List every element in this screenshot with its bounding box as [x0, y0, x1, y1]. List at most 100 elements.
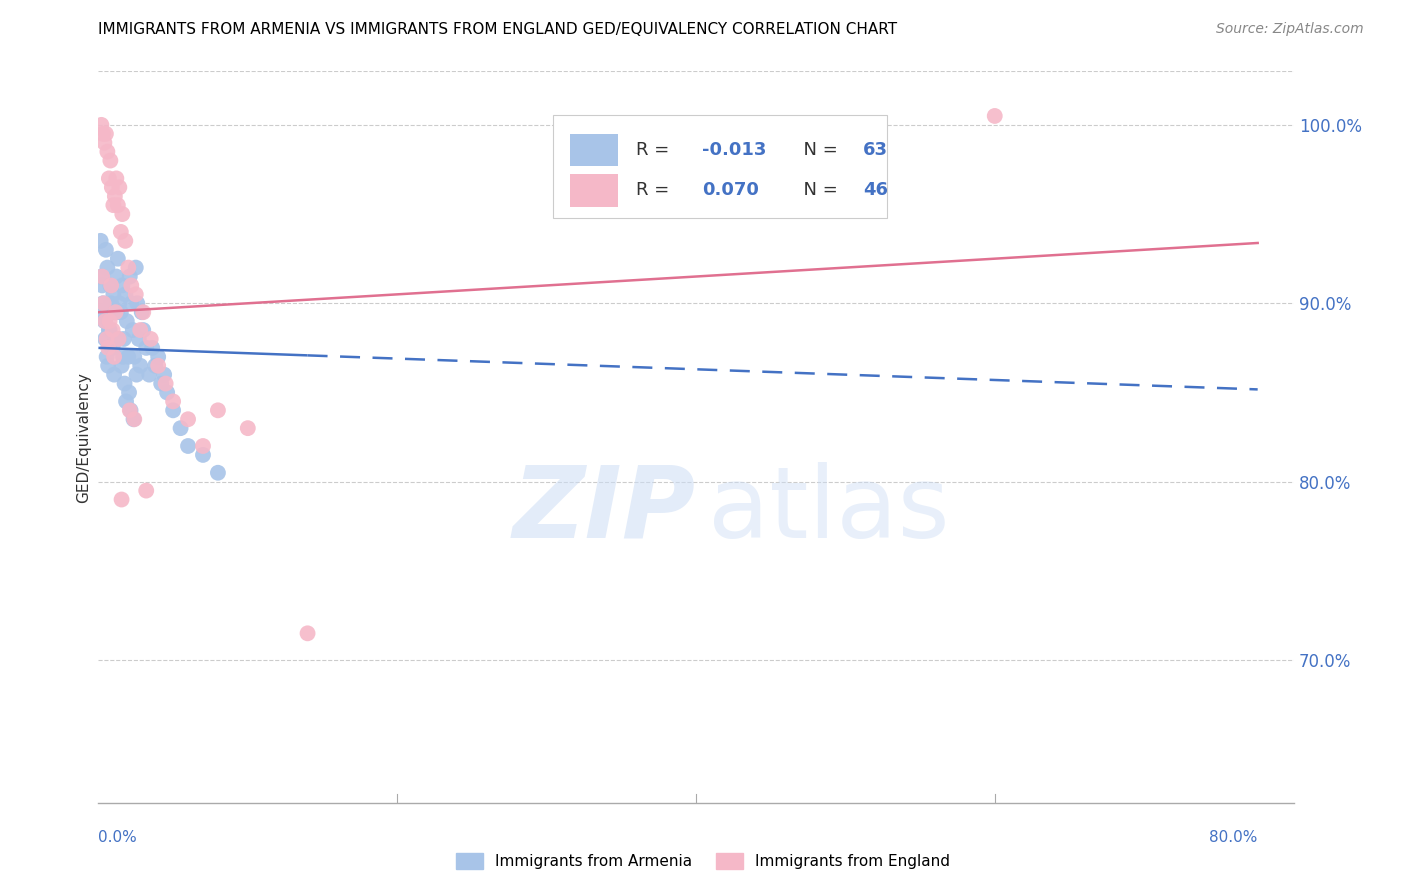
Point: [162, 394, 184, 409]
Point: [107, 332, 129, 346]
Point: [125, 287, 148, 301]
Point: [96, 260, 118, 275]
Point: [108, 296, 131, 310]
Text: 0.070: 0.070: [702, 181, 759, 199]
Point: [139, 332, 162, 346]
Point: [91, 296, 114, 310]
Point: [101, 341, 124, 355]
Point: [120, 296, 142, 310]
Text: 63: 63: [863, 141, 889, 159]
Point: [98, 323, 121, 337]
Point: [118, 403, 141, 417]
Point: [135, 341, 157, 355]
Point: [141, 341, 163, 355]
Point: [207, 403, 229, 417]
Point: [120, 278, 142, 293]
Point: [122, 412, 145, 426]
Point: [118, 385, 141, 400]
Text: R =: R =: [637, 141, 675, 159]
Text: atlas: atlas: [709, 462, 949, 558]
Point: [104, 305, 127, 319]
Point: [97, 341, 120, 355]
Point: [112, 350, 135, 364]
Point: [104, 189, 127, 203]
Point: [105, 171, 128, 186]
Point: [97, 171, 120, 186]
Point: [105, 305, 128, 319]
Point: [114, 287, 136, 301]
Point: [103, 350, 125, 364]
Point: [132, 305, 155, 319]
Point: [114, 234, 136, 248]
Point: [132, 323, 155, 337]
Point: [236, 421, 259, 435]
Point: [162, 403, 184, 417]
Point: [96, 332, 118, 346]
Point: [107, 198, 129, 212]
Point: [94, 332, 117, 346]
Point: [110, 359, 132, 373]
Point: [111, 278, 134, 293]
Text: ZIP: ZIP: [513, 462, 696, 558]
Point: [125, 368, 148, 382]
Point: [207, 466, 229, 480]
Point: [120, 403, 142, 417]
Point: [103, 287, 125, 301]
Text: 46: 46: [863, 181, 889, 199]
Point: [148, 359, 170, 373]
Point: [148, 350, 170, 364]
Point: [115, 394, 138, 409]
Point: [97, 323, 120, 337]
Y-axis label: GED/Equivalency: GED/Equivalency: [76, 372, 91, 502]
Point: [127, 296, 149, 310]
Point: [169, 421, 191, 435]
Text: IMMIGRANTS FROM ARMENIA VS IMMIGRANTS FROM ENGLAND GED/EQUIVALENCY CORRELATION C: IMMIGRANTS FROM ARMENIA VS IMMIGRANTS FR…: [98, 22, 897, 37]
Text: N =: N =: [792, 181, 844, 199]
Point: [100, 278, 122, 293]
Point: [191, 439, 214, 453]
Text: R =: R =: [637, 181, 675, 199]
Point: [96, 145, 118, 159]
Point: [191, 448, 214, 462]
Point: [138, 368, 160, 382]
Point: [125, 260, 148, 275]
Point: [104, 332, 127, 346]
Point: [984, 109, 1007, 123]
Point: [128, 332, 150, 346]
Point: [117, 350, 139, 364]
Point: [110, 225, 132, 239]
Point: [110, 305, 132, 319]
Legend: Immigrants from Armenia, Immigrants from England: Immigrants from Armenia, Immigrants from…: [450, 847, 956, 875]
Point: [94, 314, 117, 328]
Point: [98, 314, 121, 328]
Point: [103, 368, 125, 382]
Text: 80.0%: 80.0%: [1209, 830, 1257, 845]
Point: [97, 359, 120, 373]
Point: [91, 278, 114, 293]
Point: [94, 243, 117, 257]
Text: Source: ZipAtlas.com: Source: ZipAtlas.com: [1216, 22, 1364, 37]
Point: [124, 412, 146, 426]
Point: [115, 314, 138, 328]
Point: [96, 350, 118, 364]
Point: [107, 332, 129, 346]
Point: [91, 127, 114, 141]
FancyBboxPatch shape: [553, 115, 887, 218]
Point: [114, 376, 136, 391]
Point: [101, 180, 124, 194]
Point: [105, 269, 128, 284]
Point: [129, 359, 152, 373]
Point: [101, 323, 124, 337]
Point: [177, 412, 200, 426]
Point: [129, 323, 152, 337]
Point: [107, 252, 129, 266]
Point: [93, 136, 115, 150]
Point: [121, 323, 143, 337]
Point: [150, 376, 173, 391]
Point: [112, 332, 135, 346]
Text: 0.0%: 0.0%: [98, 830, 138, 845]
Point: [177, 439, 200, 453]
Point: [108, 180, 131, 194]
Point: [297, 626, 319, 640]
Point: [156, 385, 179, 400]
